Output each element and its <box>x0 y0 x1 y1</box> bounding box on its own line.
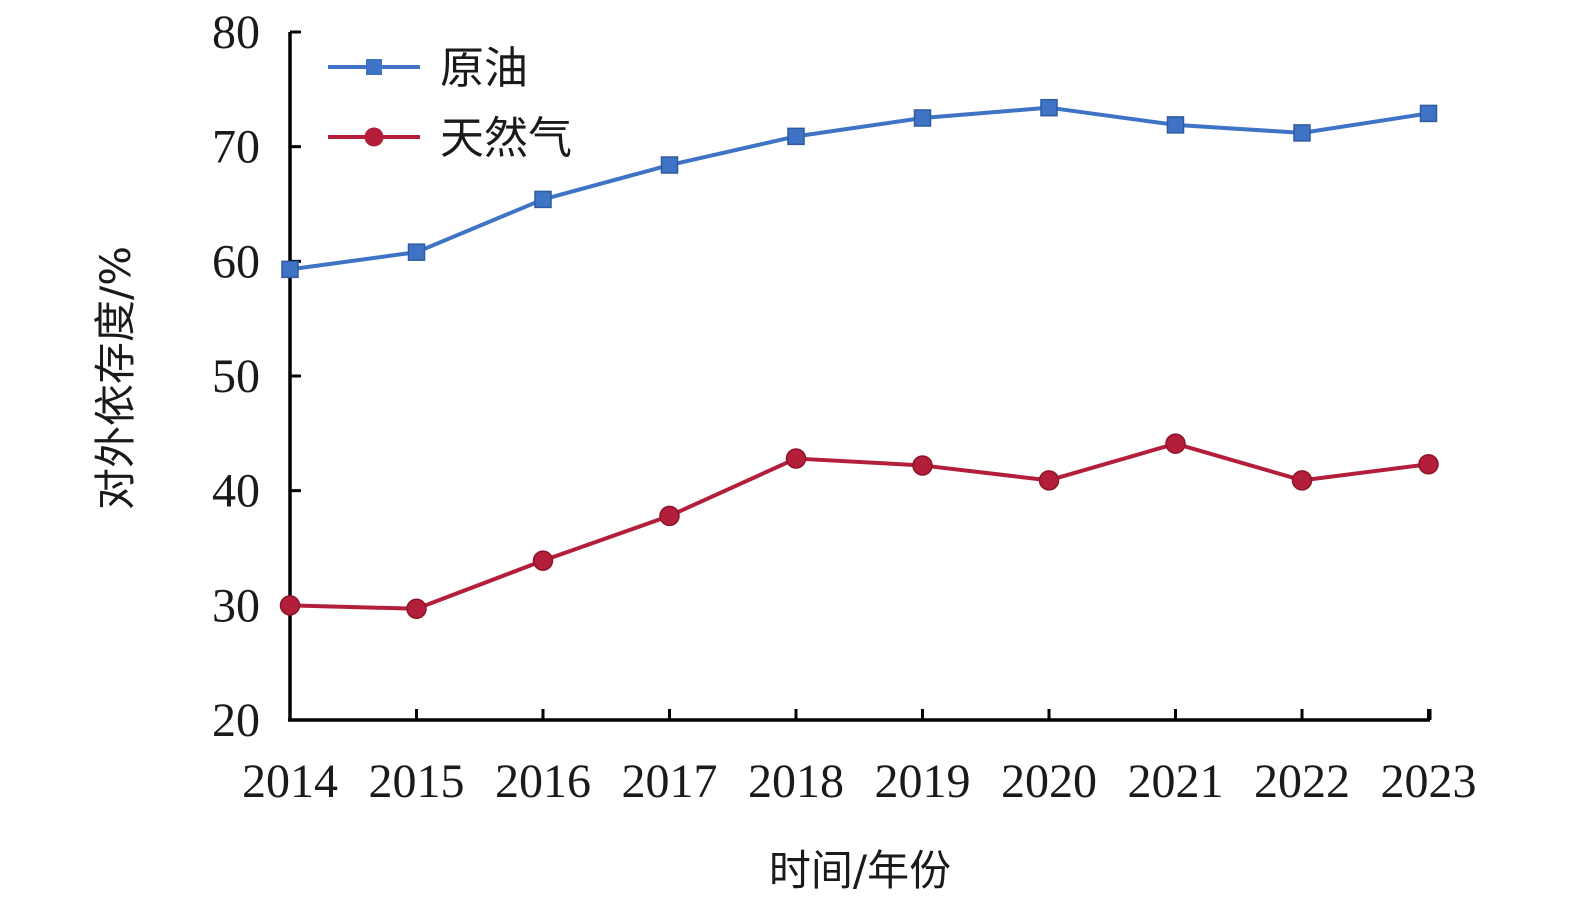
data-point <box>1291 470 1313 491</box>
data-point <box>1293 124 1311 142</box>
x-tick-label: 2018 <box>748 755 844 808</box>
data-point <box>1418 454 1439 475</box>
data-point <box>1165 433 1186 454</box>
x-tick-label: 2019 <box>875 755 971 808</box>
data-point <box>532 550 554 571</box>
data-point <box>1419 104 1438 123</box>
series-2 <box>279 433 1439 620</box>
legend-marker <box>364 127 384 147</box>
data-point <box>1040 98 1058 117</box>
data-point <box>1166 116 1185 134</box>
legend-item: 原油 <box>328 43 528 94</box>
data-point <box>407 243 426 261</box>
x-ticks: 2014 2015 2016 2017 2018 2019 2020 2021 2022 2023 <box>242 709 1477 808</box>
y-tick-label: 50 <box>212 350 260 403</box>
data-point <box>281 260 299 279</box>
series-line <box>289 441 1429 611</box>
x-tick-label: 2017 <box>622 755 718 808</box>
y-tick-label: 80 <box>212 6 260 59</box>
y-axis-title: 对外依存度/% <box>91 246 140 510</box>
y-tick-label: 70 <box>212 121 260 174</box>
data-point <box>406 598 427 620</box>
y-tick-label: 20 <box>212 694 260 747</box>
series-1 <box>281 98 1438 279</box>
data-point <box>279 595 301 616</box>
data-point <box>913 109 932 127</box>
y-ticks: 20 30 40 50 60 70 80 <box>212 6 301 747</box>
series-layer <box>279 98 1439 620</box>
x-tick-label: 2016 <box>495 755 591 808</box>
x-axis-title: 时间/年份 <box>769 846 951 895</box>
y-tick-label: 40 <box>212 465 260 518</box>
data-point <box>659 505 680 527</box>
y-tick-label: 30 <box>212 579 260 632</box>
series-line <box>289 105 1429 272</box>
data-point <box>787 127 805 146</box>
y-tick-label: 60 <box>212 235 260 288</box>
legend-label: 天然气 <box>440 113 572 164</box>
x-tick-label: 2014 <box>242 755 338 808</box>
data-point <box>785 448 807 469</box>
data-point <box>1038 470 1060 491</box>
legend-marker <box>366 59 382 75</box>
x-tick-label: 2020 <box>1001 755 1097 808</box>
data-point <box>660 156 679 174</box>
x-tick-label: 2021 <box>1128 755 1224 808</box>
legend-label: 原油 <box>440 43 528 94</box>
x-tick-label: 2022 <box>1254 755 1350 808</box>
data-point <box>912 455 933 476</box>
legend-item: 天然气 <box>328 113 572 164</box>
data-point <box>534 190 552 209</box>
x-tick-label: 2023 <box>1381 755 1477 808</box>
x-tick-label: 2015 <box>369 755 465 808</box>
